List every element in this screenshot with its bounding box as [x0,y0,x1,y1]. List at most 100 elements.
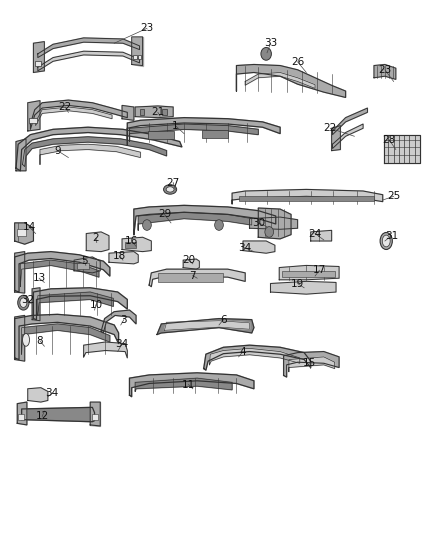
Polygon shape [28,101,40,131]
Polygon shape [38,38,140,58]
Polygon shape [101,310,136,333]
Polygon shape [14,316,25,361]
Text: 14: 14 [22,222,36,232]
Polygon shape [16,139,26,171]
Polygon shape [232,189,383,204]
Polygon shape [86,232,109,252]
Polygon shape [284,352,339,377]
Bar [148,131,174,139]
Bar [138,55,141,59]
Bar [283,271,335,277]
Polygon shape [289,357,335,372]
Text: 26: 26 [291,57,304,67]
Polygon shape [384,135,420,163]
Text: 20: 20 [182,255,195,265]
Ellipse shape [380,232,392,249]
Text: 18: 18 [113,251,126,261]
Polygon shape [157,319,254,335]
Bar [162,109,166,115]
Text: 15: 15 [303,358,316,368]
Text: 21: 21 [151,107,165,117]
Polygon shape [130,124,258,142]
Polygon shape [32,288,40,321]
Polygon shape [127,118,280,146]
Polygon shape [122,237,151,252]
Text: 9: 9 [54,146,61,156]
Polygon shape [14,252,110,292]
Ellipse shape [382,235,390,247]
Bar [29,118,37,123]
Text: 7: 7 [190,271,196,280]
Text: 34: 34 [116,338,129,349]
Bar [158,273,223,282]
Polygon shape [132,37,143,66]
Text: 6: 6 [220,314,227,325]
Polygon shape [84,342,127,358]
Polygon shape [14,223,33,244]
Polygon shape [204,345,311,370]
Circle shape [261,47,272,60]
Polygon shape [33,42,44,72]
Ellipse shape [18,295,29,310]
Polygon shape [14,252,25,293]
Polygon shape [237,64,346,98]
Ellipse shape [163,184,177,194]
Ellipse shape [20,298,27,308]
Text: 13: 13 [32,273,46,283]
Polygon shape [21,324,110,354]
Text: 22: 22 [324,123,337,133]
Circle shape [143,220,151,230]
Polygon shape [332,108,367,135]
Bar [201,130,228,138]
Text: 28: 28 [383,135,396,145]
Polygon shape [17,402,27,425]
Text: 30: 30 [252,218,265,228]
Bar [18,414,24,419]
Polygon shape [38,292,113,316]
Polygon shape [109,252,138,264]
Polygon shape [243,241,275,253]
Text: 34: 34 [239,243,252,253]
Polygon shape [135,106,173,118]
Polygon shape [245,72,315,88]
Circle shape [265,227,274,237]
Bar [125,241,136,248]
Polygon shape [14,314,119,360]
Polygon shape [74,257,100,273]
Text: 27: 27 [166,177,180,188]
Polygon shape [16,127,182,171]
Text: 11: 11 [182,379,195,390]
Polygon shape [20,260,99,287]
Text: 23: 23 [140,23,154,34]
Polygon shape [33,288,127,320]
Bar [77,263,89,269]
Polygon shape [40,144,141,165]
Bar [239,196,374,200]
Bar [133,55,138,59]
Text: 19: 19 [291,279,304,288]
Polygon shape [30,100,127,130]
Text: 31: 31 [385,231,398,241]
Text: 25: 25 [387,191,400,201]
Polygon shape [21,407,95,422]
Polygon shape [209,349,300,365]
Polygon shape [332,124,363,149]
Bar [17,229,26,236]
Text: 32: 32 [21,295,35,305]
Text: 22: 22 [59,102,72,112]
Text: 4: 4 [240,346,246,357]
Text: 12: 12 [35,411,49,422]
Text: 8: 8 [37,336,43,346]
Text: 5: 5 [81,256,88,266]
Text: 2: 2 [92,233,99,244]
Text: 24: 24 [308,229,321,239]
Text: 10: 10 [89,300,102,310]
Text: 29: 29 [158,209,171,220]
Polygon shape [164,321,250,330]
Polygon shape [271,281,336,294]
Bar [92,414,98,419]
Polygon shape [250,217,297,229]
Polygon shape [22,137,166,166]
Polygon shape [135,378,232,391]
Polygon shape [28,387,48,402]
